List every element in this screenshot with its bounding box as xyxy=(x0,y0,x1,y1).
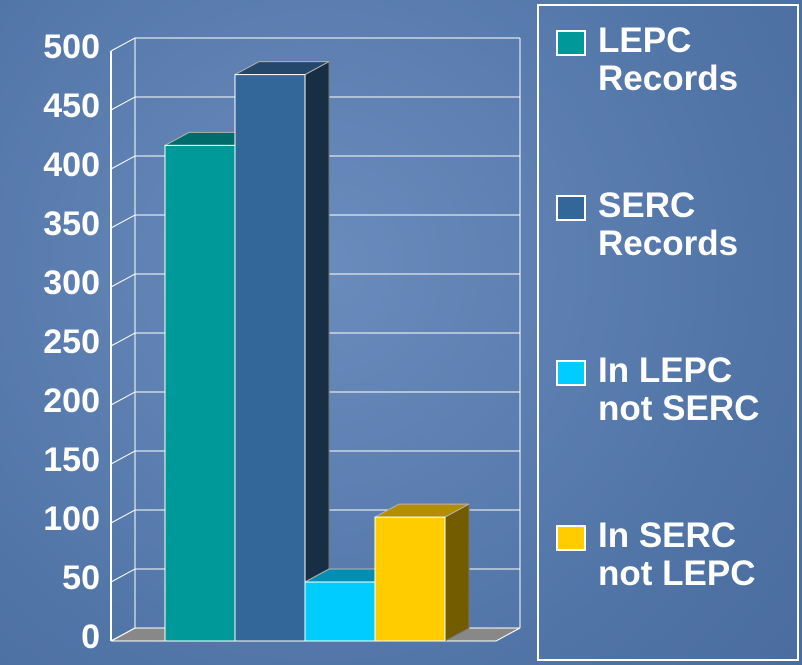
grid-line xyxy=(110,332,520,347)
bar-side xyxy=(444,503,470,642)
grid-line xyxy=(110,96,520,111)
bar-front xyxy=(234,74,306,642)
y-tick-label: 300 xyxy=(43,264,100,302)
bar-front xyxy=(304,581,376,642)
legend-swatch xyxy=(556,360,586,386)
grid-line xyxy=(110,214,520,229)
bar xyxy=(234,60,330,642)
y-tick-label: 250 xyxy=(43,323,100,361)
y-tick-label: 500 xyxy=(43,28,100,66)
grid-line xyxy=(110,273,520,288)
grid-line xyxy=(110,37,520,52)
legend-label: SERC Records xyxy=(598,186,739,263)
bar-front xyxy=(164,144,236,642)
y-tick-label: 350 xyxy=(43,205,100,243)
legend-swatch xyxy=(556,195,586,221)
y-tick-label: 50 xyxy=(62,559,100,597)
bar-side xyxy=(304,60,330,642)
grid-line xyxy=(110,391,520,406)
bar xyxy=(374,503,470,642)
y-tick-label: 200 xyxy=(43,382,100,420)
legend-swatch xyxy=(556,525,586,551)
legend-box xyxy=(537,4,799,661)
y-tick-label: 100 xyxy=(43,500,100,538)
y-tick-label: 0 xyxy=(81,618,100,656)
bar-front xyxy=(374,516,446,642)
legend-label: LEPC Records xyxy=(598,21,739,98)
legend-swatch xyxy=(556,30,586,56)
y-tick-label: 150 xyxy=(43,441,100,479)
grid-line xyxy=(110,450,520,465)
legend-label: In LEPC not SERC xyxy=(598,351,760,428)
grid-line xyxy=(110,155,520,170)
y-tick-label: 450 xyxy=(43,87,100,125)
legend-label: In SERC not LEPC xyxy=(598,516,756,593)
y-tick-label: 400 xyxy=(43,146,100,184)
